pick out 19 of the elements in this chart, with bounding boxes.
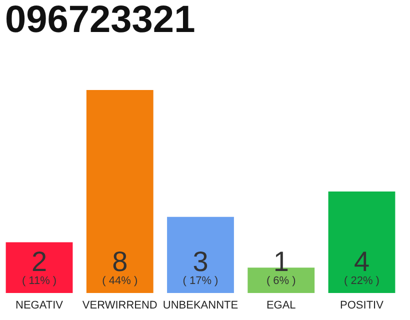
bar (328, 192, 396, 293)
data-label: 2 (31, 246, 48, 277)
chart-title: 096723321 (5, 0, 196, 41)
bar (86, 90, 154, 293)
annotation: ( 17% ) (182, 275, 218, 287)
bar (167, 216, 234, 293)
data-label: 8 (112, 246, 128, 277)
data-label: 4 (354, 246, 370, 277)
x-tick-label: VERWIRREND (82, 300, 158, 312)
annotation: ( 6% ) (266, 275, 296, 287)
bar (6, 242, 73, 293)
x-tick-label: POSITIV (340, 300, 384, 312)
annotation: ( 44% ) (102, 275, 138, 287)
data-label: 3 (192, 246, 208, 277)
x-tick-label: UNBEKANNTE (162, 300, 238, 312)
annotation: ( 11% ) (22, 275, 57, 287)
annotation: ( 22% ) (344, 275, 380, 287)
x-tick-label: EGAL (266, 300, 296, 312)
x-tick-label: NEGATIV (16, 300, 64, 312)
